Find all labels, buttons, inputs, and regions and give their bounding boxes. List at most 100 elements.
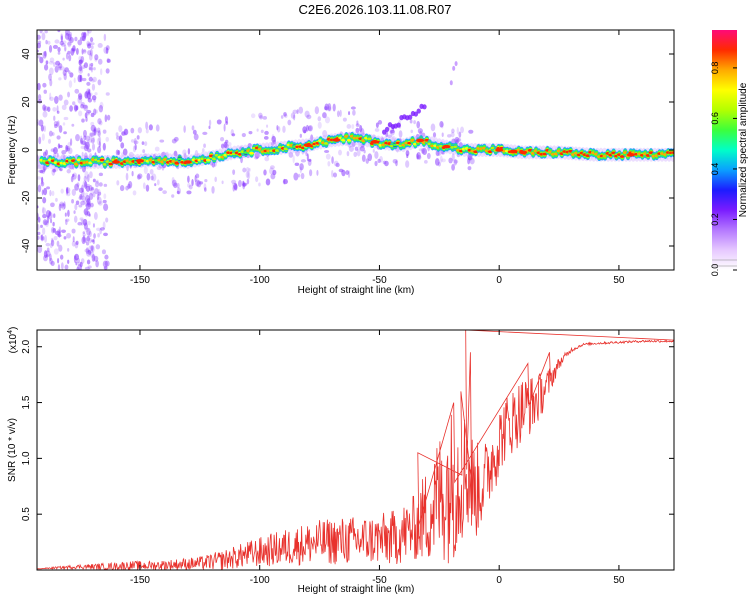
spectrogram-speckle xyxy=(67,209,70,217)
spectrogram-speckle xyxy=(84,237,88,244)
spectrogram-speckle xyxy=(395,160,398,167)
spectrogram-speckle xyxy=(211,161,216,168)
spectrogram-speckle xyxy=(194,149,199,158)
spectrogram-speckle xyxy=(64,212,67,217)
spectrogram-speckle xyxy=(141,141,145,145)
spectrogram-speckle xyxy=(299,163,304,171)
spectrogram-speckle xyxy=(142,182,146,190)
spectrogram-speckle xyxy=(61,43,66,47)
spectrogram-speckle xyxy=(106,58,111,63)
spectrogram-speckle xyxy=(87,43,92,49)
spectrogram-speckle xyxy=(79,261,83,268)
spectrogram-speckle xyxy=(327,103,332,111)
spectrogram-speckle xyxy=(71,188,77,196)
spectrogram-speckle xyxy=(468,129,474,134)
spectrogram-speckle xyxy=(171,194,175,198)
spectrogram-speckle xyxy=(59,201,65,209)
spectrogram-speckle xyxy=(86,227,91,236)
spectrogram-speckle xyxy=(45,39,48,45)
spectrogram-speckle xyxy=(87,42,92,47)
spectrogram-speckle xyxy=(284,114,288,119)
spectrogram-speckle xyxy=(151,173,157,182)
spectrogram-speckle xyxy=(92,223,95,228)
spectrogram-speckle xyxy=(118,135,123,143)
spectrogram-speckle xyxy=(90,187,94,196)
spectrogram-speckle xyxy=(159,139,165,143)
spectrogram-speckle xyxy=(137,127,143,134)
spectrogram-speckle xyxy=(456,154,460,158)
spectrogram-speckle xyxy=(176,182,180,189)
spectrogram-speckle xyxy=(87,30,92,34)
spectrogram-speckle xyxy=(331,156,334,164)
spectrogram-speckle xyxy=(54,95,59,104)
spectrogram-speckle xyxy=(297,173,301,178)
spectrogram-speckle xyxy=(94,92,98,96)
spectrogram-speckle xyxy=(348,145,354,152)
spectrogram-speckle xyxy=(187,175,190,183)
spectrogram-speckle xyxy=(69,36,74,43)
spectrogram-speckle xyxy=(227,142,232,147)
spectrogram-branch-cell xyxy=(407,114,413,120)
spectrogram-speckle xyxy=(81,118,85,123)
spectrogram-speckle xyxy=(37,164,42,170)
spectrogram-speckle xyxy=(467,153,472,161)
spectrogram-speckle xyxy=(447,134,452,138)
spectrogram-speckle xyxy=(451,138,456,145)
spectrogram-speckle xyxy=(416,151,421,160)
spectrogram-speckle xyxy=(41,206,45,214)
spectrogram-speckle xyxy=(85,194,91,203)
spectrogram-speckle xyxy=(81,140,87,146)
spectrogram-speckle xyxy=(324,116,331,124)
spectrogram-speckle xyxy=(434,158,440,166)
spectrogram-speckle xyxy=(69,138,73,146)
spectrogram-speckle xyxy=(76,266,80,270)
spectrogram-speckle xyxy=(231,133,236,137)
spectrogram-speckle xyxy=(84,112,88,119)
spectrogram-speckle xyxy=(93,212,98,220)
spectrogram-speckle xyxy=(196,180,202,188)
spectrogram-speckle xyxy=(361,154,366,162)
spectrogram-speckle xyxy=(74,36,78,42)
snr-y-tick-label: 0.5 xyxy=(21,507,32,521)
spectrogram-speckle xyxy=(87,249,92,255)
spectrogram-speckle xyxy=(327,160,331,167)
spectrogram-speckle xyxy=(87,139,93,143)
spectrogram-speckle xyxy=(317,116,322,122)
spectrogram-speckle xyxy=(67,248,70,252)
spectrogram-speckle xyxy=(182,149,187,156)
spectrogram-speckle xyxy=(126,163,129,172)
spectrogram-speckle xyxy=(193,133,199,141)
spectrogram-speckle xyxy=(86,81,91,86)
spectrogram-speckle xyxy=(78,204,83,208)
spectrogram-speckle xyxy=(97,189,101,197)
spectrogram-speckle xyxy=(49,96,54,102)
spectrogram-hotspot xyxy=(370,140,379,144)
spectrogram-speckle xyxy=(63,236,67,240)
spectrogram-speckle xyxy=(50,237,54,243)
spectrogram-speckle xyxy=(55,197,58,202)
spectrogram-speckle xyxy=(53,213,56,219)
spectrogram-speckle xyxy=(53,62,56,67)
spectrogram-speckle xyxy=(104,254,109,260)
spectrogram-speckle xyxy=(89,132,94,137)
spectrogram-speckle xyxy=(54,39,60,44)
spectrogram-speckle xyxy=(357,142,363,149)
spectrogram-speckle xyxy=(64,264,69,270)
spectrogram-hotspot xyxy=(135,159,144,163)
spectrogram-speckle xyxy=(437,161,441,167)
spectrogram-speckle xyxy=(230,129,235,136)
spectrogram-speckle xyxy=(81,151,84,157)
spectrogram-speckle xyxy=(57,46,61,53)
spectrogram-speckle xyxy=(73,77,76,84)
spectrogram-speckle xyxy=(300,159,307,163)
spectrogram-speckle xyxy=(66,188,69,195)
spectrogram-speckle xyxy=(232,185,236,192)
spectrogram-speckle xyxy=(85,202,91,210)
spectrogram-speckle xyxy=(298,106,304,114)
spectrogram-speckle xyxy=(187,182,191,188)
spectrogram-speckle xyxy=(66,42,72,46)
spectrogram-speckle xyxy=(195,173,200,179)
spectrogram-speckle xyxy=(258,112,263,119)
spectrogram-speckle xyxy=(90,62,94,67)
spectrogram-speckle xyxy=(453,159,459,164)
